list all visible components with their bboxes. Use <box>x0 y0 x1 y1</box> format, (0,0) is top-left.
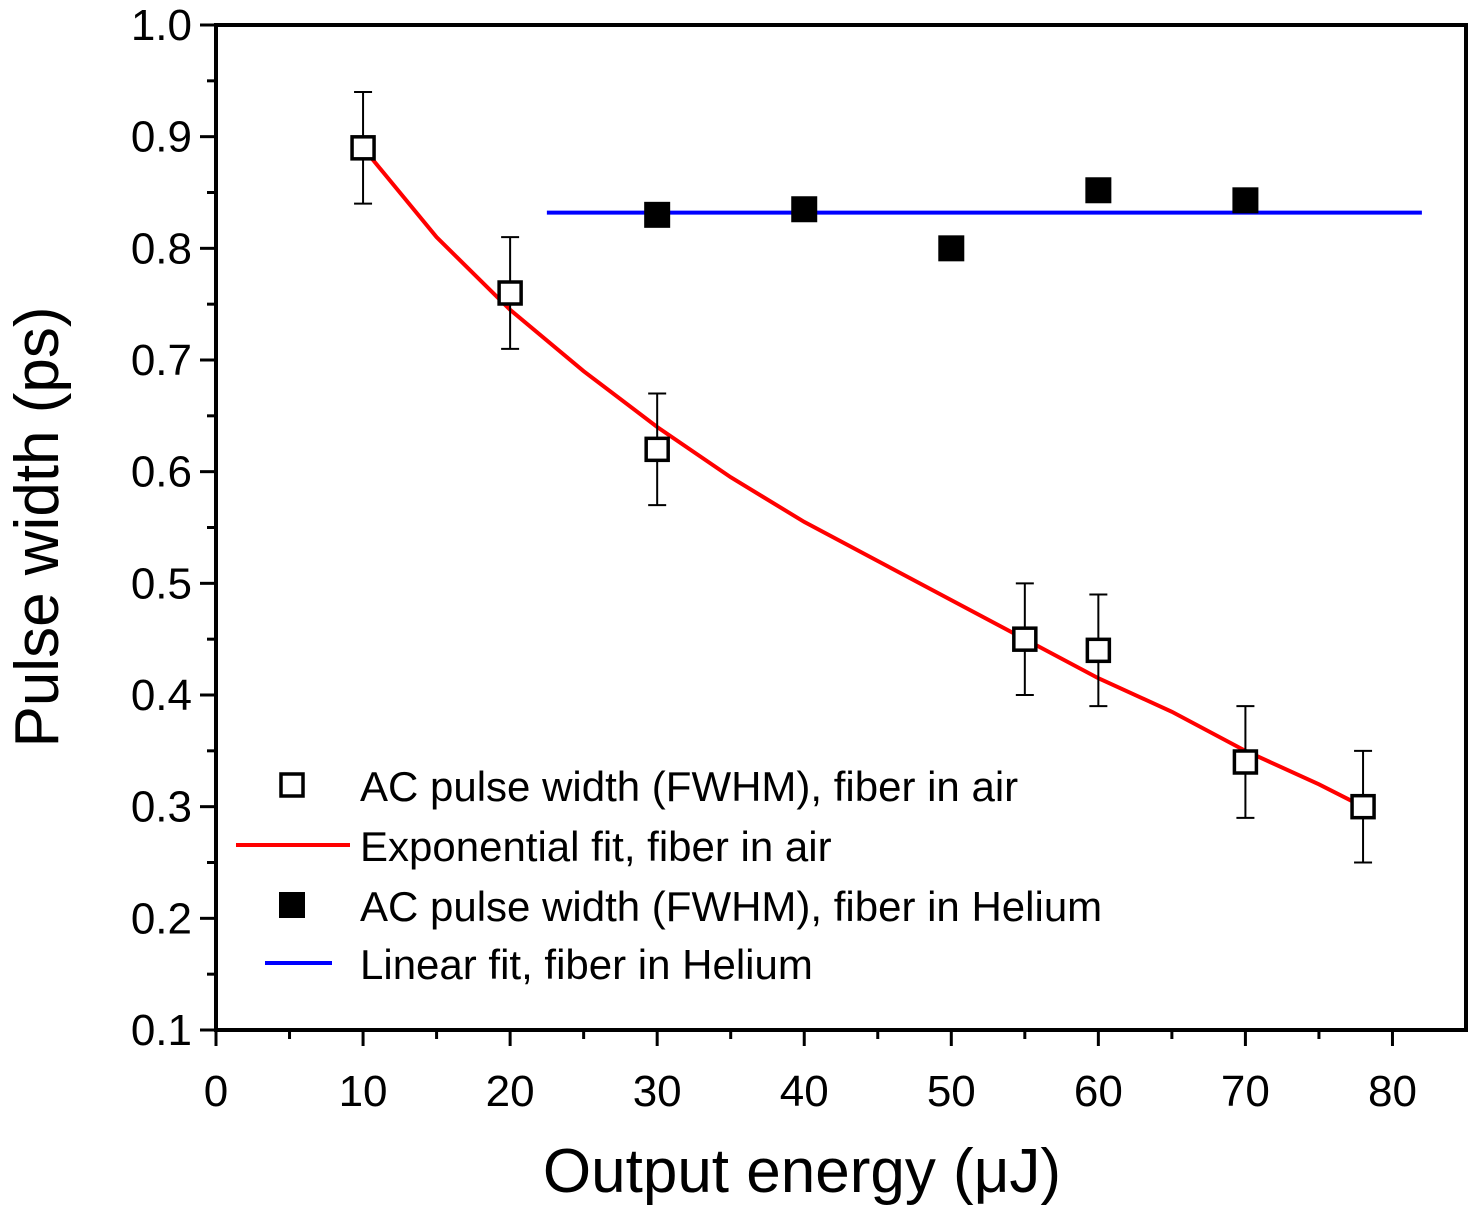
data-point-air <box>350 135 376 161</box>
x-axis-label: Output energy (μJ) <box>543 1137 1061 1206</box>
x-tick-label: 60 <box>1074 1067 1123 1116</box>
x-tick-label: 80 <box>1368 1067 1417 1116</box>
data-point-air <box>644 436 670 463</box>
x-tick-label: 30 <box>633 1067 682 1116</box>
x-tick-label: 50 <box>927 1067 976 1116</box>
x-tick-label: 0 <box>204 1067 228 1116</box>
y-tick-label: 0.6 <box>131 448 192 497</box>
data-point-helium <box>1232 187 1259 214</box>
x-tick-label: 10 <box>339 1067 388 1116</box>
y-axis-label: Pulse width (ps) <box>3 306 72 747</box>
y-tick-label: 0.3 <box>131 783 192 832</box>
x-tick-label: 70 <box>1221 1067 1270 1116</box>
data-point-helium <box>938 235 965 262</box>
data-point-helium <box>791 196 818 223</box>
legend-label: Linear fit, fiber in Helium <box>360 941 813 988</box>
y-tick-label: 1.0 <box>131 1 192 50</box>
y-tick-label: 0.9 <box>131 113 192 162</box>
y-tick-label: 0.5 <box>131 559 192 608</box>
legend-symbol-open-square <box>279 772 305 798</box>
legend-label: Exponential fit, fiber in air <box>360 823 832 870</box>
data-point-air <box>1012 626 1038 652</box>
x-tick-label: 40 <box>780 1067 829 1116</box>
y-tick-label: 0.1 <box>131 1006 192 1055</box>
x-tick-label: 20 <box>486 1067 535 1116</box>
data-point-helium <box>644 201 671 228</box>
legend-symbol-filled-square <box>279 892 305 918</box>
data-point-air <box>1350 793 1376 820</box>
data-point-air <box>1232 749 1259 775</box>
fit-line-1 <box>361 146 1364 809</box>
legend-label: AC pulse width (FWHM), fiber in Helium <box>360 883 1102 930</box>
y-tick-label: 0.7 <box>131 336 192 385</box>
y-tick-label: 0.2 <box>131 894 192 943</box>
data-point-helium <box>1085 177 1112 204</box>
y-tick-label: 0.8 <box>131 224 192 273</box>
y-tick-label: 0.4 <box>131 671 192 720</box>
data-point-air <box>497 280 523 306</box>
plot-frame <box>214 23 1468 1032</box>
data-point-air <box>1085 637 1112 664</box>
legend-label: AC pulse width (FWHM), fiber in air <box>360 763 1018 810</box>
